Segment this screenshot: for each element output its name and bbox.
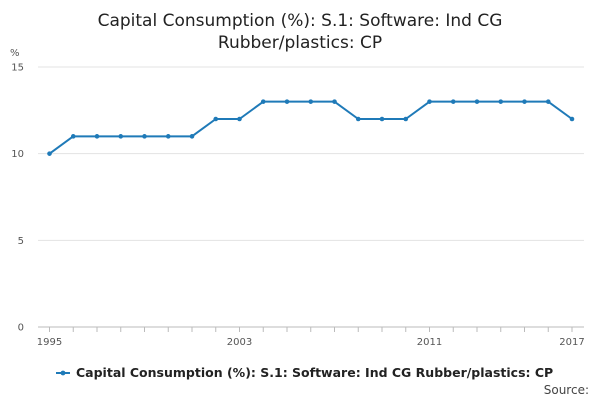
series-layer [47, 99, 575, 156]
x-tick-label-2017: 2017 [559, 337, 584, 348]
data-point-1997 [94, 134, 100, 139]
data-point-2005 [284, 99, 290, 104]
data-point-2006 [308, 99, 314, 104]
data-point-1996 [70, 134, 76, 139]
data-point-2013 [474, 99, 480, 104]
data-point-2012 [450, 99, 456, 104]
data-point-2002 [213, 116, 219, 122]
data-point-1998 [118, 134, 124, 139]
chart-title-line-1: Capital Consumption (%): S.1: Software: … [98, 11, 503, 31]
y-tick-label-15: 15 [11, 63, 24, 74]
legend: Capital Consumption (%): S.1: Software: … [56, 365, 553, 380]
gridlines [38, 66, 584, 328]
data-point-1999 [142, 134, 147, 139]
data-point-2016 [545, 99, 551, 104]
chart-title-line-2: Rubber/plastics: CP [218, 33, 382, 53]
data-point-1995 [47, 151, 52, 156]
data-point-2007 [332, 99, 337, 104]
data-point-2010 [403, 116, 409, 122]
x-axis: 1995 2003 2011 2017 [37, 327, 585, 348]
y-tick-label-0: 0 [18, 323, 24, 334]
data-point-2001 [189, 134, 195, 139]
data-point-2003 [237, 116, 242, 122]
data-point-2011 [427, 99, 432, 104]
legend-swatch-marker [60, 370, 66, 376]
data-point-2009 [379, 116, 385, 122]
x-tick-label-2003: 2003 [227, 337, 252, 348]
x-tick-label-2011: 2011 [417, 337, 442, 348]
data-point-2008 [355, 116, 361, 122]
y-axis-ticks: 0 5 10 15 [11, 63, 24, 334]
data-point-2000 [165, 134, 171, 139]
data-point-2017 [569, 116, 575, 122]
x-tick-label-1995: 1995 [37, 337, 62, 348]
legend-label: Capital Consumption (%): S.1: Software: … [76, 365, 553, 380]
series-line-0 [48, 100, 573, 155]
data-point-2014 [498, 99, 504, 104]
data-point-2004 [260, 99, 266, 104]
y-axis-label: % [10, 48, 20, 59]
y-tick-label-5: 5 [18, 236, 24, 247]
y-tick-label-10: 10 [11, 149, 24, 160]
data-point-2015 [522, 99, 527, 104]
source-label: Source: [544, 383, 589, 397]
